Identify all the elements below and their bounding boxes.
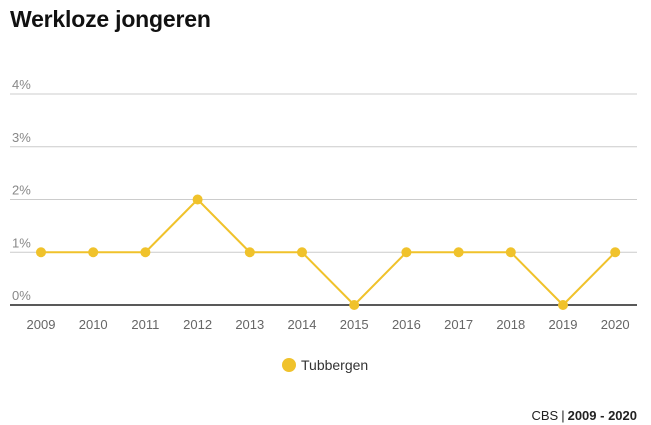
x-tick-label: 2019 [549,317,578,332]
x-axis-ticks: 2009 2010 2011 2012 2013 2014 2015 2016 2017 2018… [27,317,630,332]
x-tick-label: 2012 [183,317,212,332]
data-point[interactable] [401,247,412,258]
y-tick-label: 1% [12,235,31,250]
data-point[interactable] [453,247,464,258]
series-layer [36,194,621,310]
x-tick-label: 2020 [601,317,630,332]
x-tick-label: 2015 [340,317,369,332]
y-tick-label: 0% [12,288,31,303]
x-tick-label: 2011 [131,317,159,332]
source-separator: | [561,408,565,423]
x-tick-label: 2017 [444,317,473,332]
data-point[interactable] [192,194,203,205]
source-period: 2009 - 2020 [567,408,637,423]
y-axis-ticks: 0% 1% 2% 3% 4% [12,77,31,303]
x-tick-label: 2016 [392,317,421,332]
legend: Tubbergen [282,357,368,373]
legend-label: Tubbergen [301,357,369,373]
legend-swatch [282,358,296,372]
data-point[interactable] [558,300,568,310]
data-point[interactable] [349,300,360,310]
data-point[interactable] [140,247,151,258]
data-point[interactable] [88,247,99,258]
data-point[interactable] [297,247,307,258]
x-tick-label: 2018 [496,317,525,332]
data-point[interactable] [505,247,516,258]
y-tick-label: 2% [12,183,31,198]
x-tick-label: 2014 [288,317,317,332]
source-label: CBS [531,408,559,423]
data-point[interactable] [36,247,46,258]
y-tick-label: 4% [12,77,31,92]
y-tick-label: 3% [12,130,31,145]
x-tick-label: 2013 [235,317,264,332]
chart-title: Werkloze jongeren [10,6,211,32]
data-point[interactable] [244,247,255,258]
source-note: CBS | 2009 - 2020 [531,408,637,423]
x-tick-label: 2010 [79,317,108,332]
data-point[interactable] [610,247,621,258]
series-line [41,198,616,306]
x-tick-label: 2009 [27,317,56,332]
